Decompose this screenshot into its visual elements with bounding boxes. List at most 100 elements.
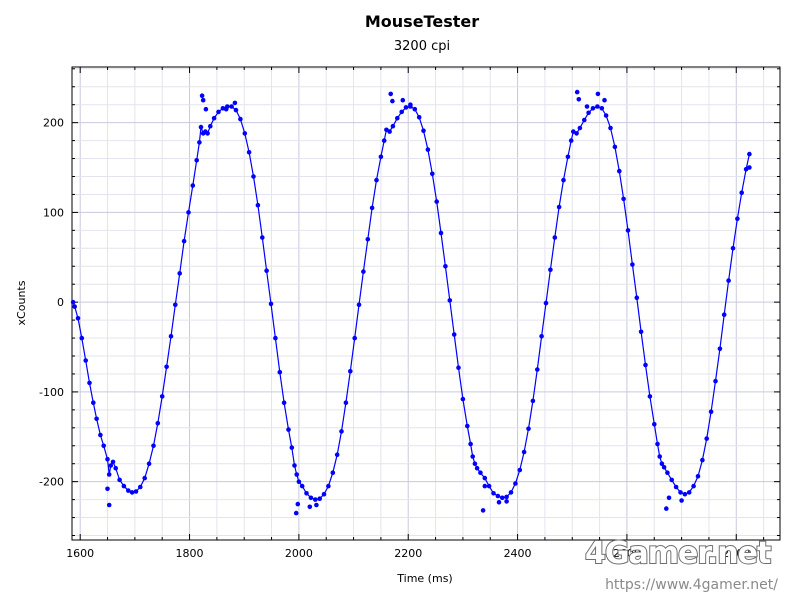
data-point (242, 131, 248, 136)
data-point (500, 495, 505, 501)
axis-ticks: 1600 1800 2000 2200 2400 2600 2800 -200 -100 0 100… (39, 67, 780, 560)
data-point (194, 158, 199, 163)
chart-title: MouseTester (365, 12, 479, 31)
data-point-outlier (203, 106, 209, 112)
data-point-outlier (584, 104, 590, 109)
data-point (348, 369, 353, 374)
watermark-url: https://www.4gamer.net/ (605, 577, 778, 593)
data-point (599, 106, 605, 111)
data-point (468, 441, 473, 447)
data-point-outlier (496, 500, 502, 505)
y-tick-label: 100 (43, 206, 64, 219)
data-point-outlier (576, 97, 582, 102)
data-point (198, 124, 204, 130)
data-point (399, 109, 405, 115)
x-tick-label: 2800 (722, 547, 750, 560)
data-point (577, 125, 583, 131)
x-tick-label: 1600 (66, 547, 94, 560)
data-point (79, 335, 85, 341)
x-axis-label: Time (ms) (396, 572, 452, 585)
data-point (387, 129, 392, 134)
plot-frame (71, 66, 781, 541)
data-point (138, 484, 143, 490)
data-point (98, 432, 103, 438)
data-point (526, 426, 531, 432)
y-tick-label: -100 (39, 386, 64, 399)
series-line (72, 105, 750, 501)
data-point (146, 461, 152, 467)
data-point (142, 475, 147, 481)
data-point (521, 449, 527, 455)
data-point (643, 362, 648, 368)
grid (72, 67, 780, 540)
data-point (678, 490, 683, 495)
x-tick-label: 2400 (504, 547, 532, 560)
data-point (126, 488, 131, 493)
data-point (168, 334, 174, 339)
data-point (299, 483, 305, 489)
data-point (317, 496, 323, 502)
x-tick-label: 2200 (394, 547, 422, 560)
data-point (647, 394, 653, 399)
data-point (403, 105, 409, 110)
data-point (669, 477, 674, 483)
data-point (574, 131, 579, 136)
x-tick-label: 2600 (613, 547, 641, 560)
data-point (365, 237, 371, 242)
data-point (713, 378, 718, 384)
data-point (486, 483, 492, 489)
data-point (260, 235, 265, 240)
data-point (661, 465, 667, 470)
data-point (517, 467, 523, 473)
data-point (700, 457, 705, 463)
data-point (625, 228, 631, 233)
data-point (281, 400, 287, 406)
watermark: 4Gamer.net https://www.4gamer.net/ (584, 535, 778, 593)
data-point-outlier (232, 100, 238, 106)
data-point (478, 470, 483, 476)
data-point (730, 246, 736, 251)
data-point (717, 346, 723, 352)
data-point (739, 190, 744, 195)
data-point-outlier (105, 486, 110, 492)
data-point (378, 154, 384, 160)
data-point (181, 238, 187, 244)
data-point (491, 491, 496, 496)
data-point (264, 268, 269, 274)
data-point (682, 491, 688, 497)
data-point (229, 104, 234, 109)
data-point (474, 465, 480, 471)
data-point (87, 380, 92, 386)
data-point-outlier (199, 93, 205, 98)
data-point (460, 396, 466, 402)
data-point-outlier (408, 102, 413, 107)
data-point (430, 171, 435, 177)
data-point (543, 300, 549, 306)
data-point (108, 463, 114, 468)
data-point (72, 304, 77, 309)
data-point (612, 144, 618, 150)
data-point (294, 472, 300, 477)
data-point (268, 301, 274, 307)
data-point-outlier (293, 510, 299, 516)
data-point (747, 151, 752, 157)
data-point-outlier (504, 499, 509, 504)
data-point (155, 421, 161, 426)
data-point-outlier (574, 89, 580, 95)
data-point (434, 199, 440, 204)
y-tick-label: 0 (57, 296, 64, 309)
data-point-outlier (390, 98, 395, 104)
data-point (190, 183, 196, 188)
data-point (513, 481, 518, 486)
data-point (395, 115, 400, 121)
data-point (539, 334, 544, 339)
data-point (438, 230, 444, 236)
data-point (186, 210, 191, 215)
data-point (470, 454, 476, 459)
data-point (292, 463, 297, 468)
data-point (343, 400, 349, 406)
data-point (535, 367, 540, 372)
data-point (617, 168, 622, 174)
data-point (412, 106, 418, 112)
